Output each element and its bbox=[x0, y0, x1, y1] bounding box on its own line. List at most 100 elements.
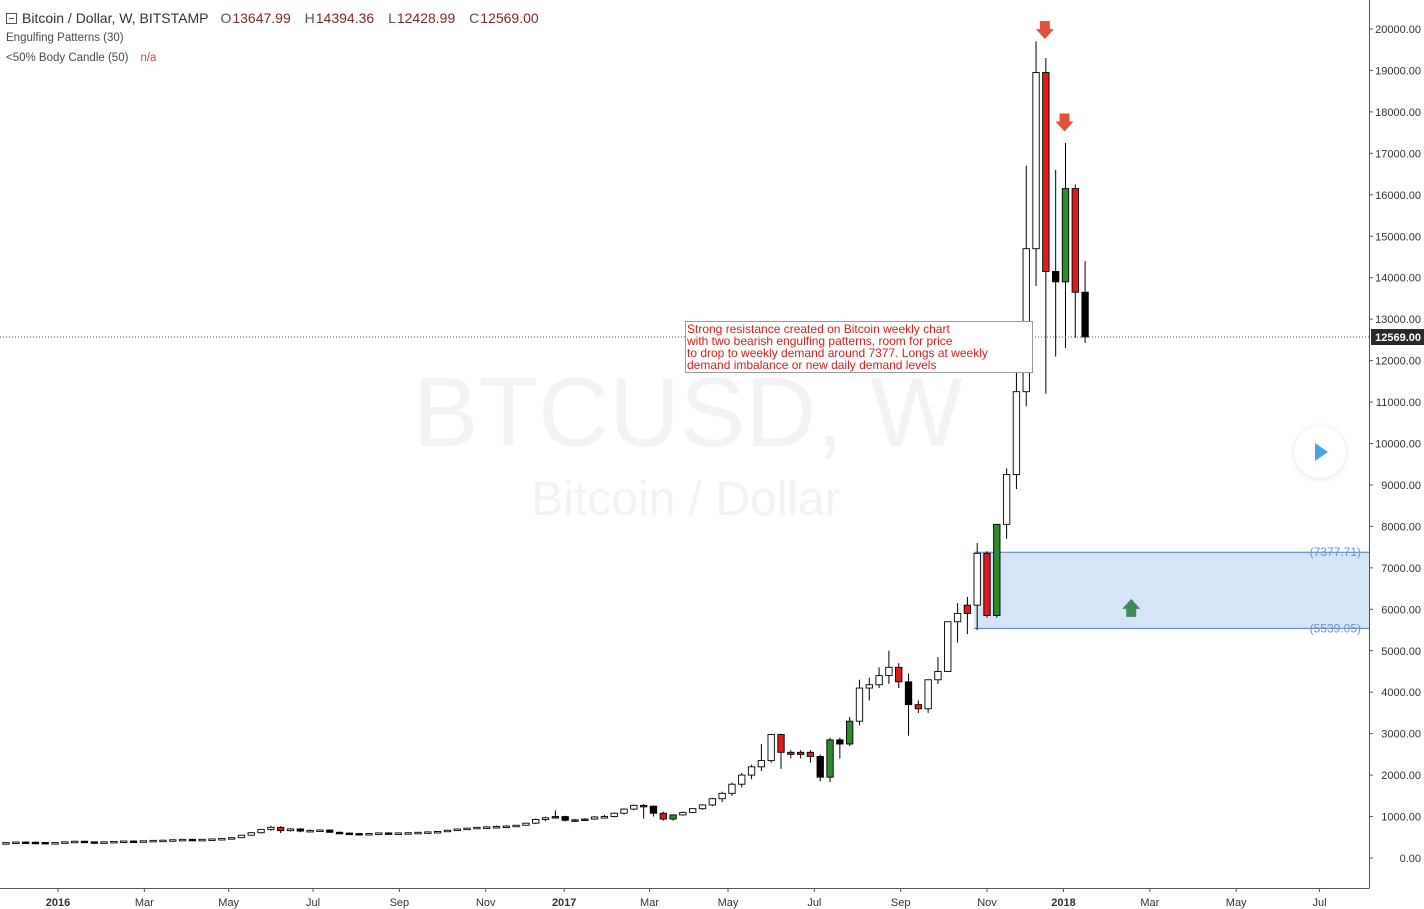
time-tick-label: Jul bbox=[306, 897, 320, 909]
candle-body bbox=[767, 734, 775, 762]
candle-body bbox=[159, 839, 167, 843]
bullish-signal-arrow-icon bbox=[1122, 598, 1141, 617]
candle bbox=[679, 811, 687, 816]
indicator-engulfing-label[interactable]: Engulfing Patterns (30) bbox=[6, 32, 124, 44]
candle bbox=[80, 840, 89, 844]
candle bbox=[149, 839, 157, 843]
candle-body bbox=[21, 841, 30, 844]
candle bbox=[1032, 41, 1040, 286]
price-tick-label: 9000.00 bbox=[1381, 480, 1421, 492]
candle-body bbox=[855, 687, 864, 722]
candle-body bbox=[129, 840, 138, 843]
candle bbox=[335, 831, 344, 835]
candle bbox=[963, 596, 972, 635]
candle bbox=[169, 839, 177, 842]
candle-body bbox=[924, 679, 932, 710]
price-tick-label: 15000.00 bbox=[1375, 231, 1421, 243]
demand-zone-rect[interactable] bbox=[974, 552, 1369, 629]
candle-body bbox=[120, 840, 128, 843]
play-button[interactable] bbox=[1294, 426, 1346, 478]
candle bbox=[816, 754, 824, 782]
time-tick-label: Sep bbox=[390, 897, 410, 909]
candle bbox=[71, 840, 79, 844]
candle bbox=[296, 828, 304, 833]
candle bbox=[934, 656, 942, 684]
candle-body bbox=[747, 766, 756, 776]
symbol-title[interactable]: Bitcoin / Dollar, W, BITSTAMP bbox=[22, 10, 209, 26]
candle bbox=[836, 737, 844, 759]
watermark-description: Bitcoin / Dollar bbox=[531, 473, 840, 526]
candle-body bbox=[846, 720, 854, 745]
candle bbox=[129, 840, 138, 843]
candle-body bbox=[1052, 271, 1060, 283]
candle-body bbox=[227, 837, 236, 840]
candle bbox=[914, 700, 922, 713]
candle-body bbox=[188, 838, 197, 842]
indicator-body-candle-label[interactable]: <50% Body Candle (50) bbox=[6, 52, 129, 64]
candle bbox=[483, 826, 491, 829]
candle-body bbox=[483, 826, 491, 829]
candle bbox=[953, 603, 962, 643]
time-tick-label: Nov bbox=[977, 897, 997, 909]
candle bbox=[777, 733, 785, 769]
candle-body bbox=[110, 840, 118, 844]
candle-body bbox=[738, 774, 746, 785]
candle-body bbox=[257, 828, 265, 834]
candle-body bbox=[708, 798, 716, 806]
candle-body bbox=[1012, 391, 1021, 476]
candle bbox=[178, 838, 187, 842]
candle-body bbox=[610, 812, 618, 818]
candle bbox=[708, 797, 716, 807]
indicator-engulfing[interactable]: Engulfing Patterns (30) bbox=[6, 28, 549, 48]
candle-body bbox=[169, 839, 177, 842]
indicator-body-candle-value: n/a bbox=[140, 52, 157, 64]
price-tick-label: 8000.00 bbox=[1381, 521, 1421, 533]
watermark: BTCUSD, W Bitcoin / Dollar bbox=[413, 357, 963, 526]
candle bbox=[728, 782, 736, 796]
candle bbox=[159, 839, 167, 843]
legend-symbol-row: Bitcoin / Dollar, W, BITSTAMP O13647.99 … bbox=[6, 8, 549, 28]
time-tick-label: 2017 bbox=[552, 897, 576, 909]
candle-body bbox=[247, 832, 255, 836]
candle bbox=[473, 826, 481, 830]
price-tick-label: 12000.00 bbox=[1375, 356, 1421, 368]
candle-body bbox=[326, 829, 334, 833]
candle bbox=[237, 834, 246, 839]
candle-body bbox=[522, 822, 530, 826]
candle-body bbox=[590, 816, 599, 820]
price-tick-label: 18000.00 bbox=[1375, 107, 1421, 119]
candle-body bbox=[355, 833, 363, 836]
demand-zone[interactable]: (7377.71) (5539.05) bbox=[974, 545, 1369, 635]
time-tick-label: Mar bbox=[1140, 897, 1159, 909]
candle bbox=[61, 841, 69, 844]
candle-body bbox=[885, 666, 893, 677]
candle-body bbox=[345, 832, 353, 836]
candle-body bbox=[286, 828, 295, 832]
candle-body bbox=[640, 804, 648, 808]
candle bbox=[885, 650, 893, 684]
time-tick-label: 2016 bbox=[46, 897, 70, 909]
candle-body bbox=[983, 552, 991, 616]
price-tick-label: 19000.00 bbox=[1375, 65, 1421, 77]
candle-body bbox=[816, 755, 824, 778]
candle bbox=[846, 717, 854, 747]
candle-body bbox=[404, 832, 412, 835]
ohlc-low-value: 12428.99 bbox=[396, 10, 456, 26]
candle-body bbox=[679, 811, 687, 816]
candle bbox=[944, 621, 952, 672]
collapse-icon[interactable] bbox=[6, 12, 17, 24]
watermark-symbol: BTCUSD, W bbox=[413, 357, 963, 467]
candle bbox=[384, 832, 393, 835]
candle bbox=[571, 819, 579, 822]
candle-body bbox=[71, 840, 79, 844]
indicator-body-candle[interactable]: <50% Body Candle (50) n/a bbox=[6, 48, 549, 68]
annotation-note[interactable]: Strong resistance created on Bitcoin wee… bbox=[685, 321, 1033, 373]
candle-body bbox=[659, 812, 667, 820]
candle bbox=[1042, 58, 1050, 394]
candle bbox=[875, 667, 883, 689]
candle bbox=[826, 737, 834, 783]
candle bbox=[904, 673, 913, 736]
candle-body bbox=[296, 828, 304, 832]
